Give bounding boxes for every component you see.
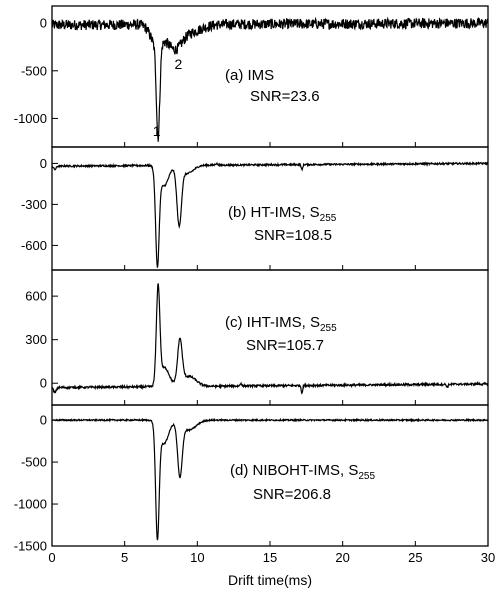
panel-a-xticks [51, 142, 489, 147]
panel-d-trace [51, 417, 489, 541]
panel-d-ytick-label: -1500 [14, 539, 47, 554]
x-tick-label: 5 [121, 550, 128, 565]
panel-b-xticks [51, 265, 489, 270]
panel-b-label-main: (b) HT-IMS, S [228, 204, 320, 221]
panel-c-snr: SNR=105.7 [246, 337, 324, 354]
panel-a-peak-1-label: 1 [153, 123, 161, 139]
panel-d-label-main: (d) NIBOHT-IMS, S [230, 462, 358, 479]
panel-c-label-main: (c) IHT-IMS, S [225, 314, 320, 331]
x-tick-label: 30 [481, 550, 495, 565]
panel-b-ytick-label: 0 [40, 156, 47, 171]
panel-d-snr: SNR=206.8 [253, 486, 331, 503]
panel-b-snr: SNR=108.5 [254, 227, 332, 244]
panel-d-xticks [51, 541, 489, 546]
x-tick-label: 20 [335, 550, 349, 565]
panel-b-label-sub: 255 [320, 213, 337, 224]
panel-c-label: (c) IHT-IMS, S255 [225, 314, 337, 334]
panel-d-ytick-label: -1000 [14, 497, 47, 512]
x-tick-label: 15 [263, 550, 277, 565]
panel-a-ytick-label: 0 [40, 16, 47, 31]
panel-a-trace [51, 16, 489, 142]
panel-c-ytick-label: 300 [25, 332, 47, 347]
panel-a-snr: SNR=23.6 [250, 88, 320, 105]
panel-a-peak-2-label: 2 [175, 56, 183, 72]
panel-a-yticks: 0 -500 -1000 [14, 16, 58, 126]
panel-b-ytick-label: -300 [21, 197, 47, 212]
panel-c: 600 300 0 (c) IHT-IMS, S255 SNR=105.7 [25, 269, 489, 406]
panel-c-label-sub: 255 [320, 323, 337, 334]
panel-d: 0 -500 -1000 -1500 (d) NIBOHT-IMS, S255 SNR… [14, 404, 489, 554]
panel-a-ytick-label: -500 [21, 63, 47, 78]
x-tick-label: 10 [190, 550, 204, 565]
panel-a-label: (a) IMS [225, 67, 274, 84]
panel-d-ytick-label: -500 [21, 455, 47, 470]
panel-c-xticks [51, 400, 489, 405]
panel-b-label: (b) HT-IMS, S255 [228, 204, 337, 224]
panel-c-trace [51, 283, 489, 395]
panel-a: 0 -500 -1000 (a) IMS SNR=23.6 1 2 [14, 5, 489, 148]
panel-b: 0 -300 -600 (b) HT-IMS, S255 SNR=108.5 [21, 146, 489, 271]
x-tick-label: 25 [408, 550, 422, 565]
panel-b-yticks: 0 -300 -600 [21, 156, 58, 253]
panel-d-yticks: 0 -500 -1000 -1500 [14, 413, 58, 554]
panel-b-trace [51, 161, 489, 268]
panel-c-ytick-label: 0 [40, 376, 47, 391]
panel-c-yticks: 600 300 0 [25, 289, 58, 391]
panel-b-ytick-label: -600 [21, 238, 47, 253]
panel-d-ytick-label: 0 [40, 413, 47, 428]
x-axis-label: Drift time(ms) [228, 572, 312, 588]
panel-d-label-sub: 255 [358, 471, 375, 482]
panel-c-ytick-label: 600 [25, 289, 47, 304]
panel-a-ytick-label: -1000 [14, 111, 47, 126]
x-axis-tick-labels: 0 5 10 15 20 25 30 [48, 550, 495, 565]
x-tick-label: 0 [48, 550, 55, 565]
panel-d-label: (d) NIBOHT-IMS, S255 [230, 462, 375, 482]
